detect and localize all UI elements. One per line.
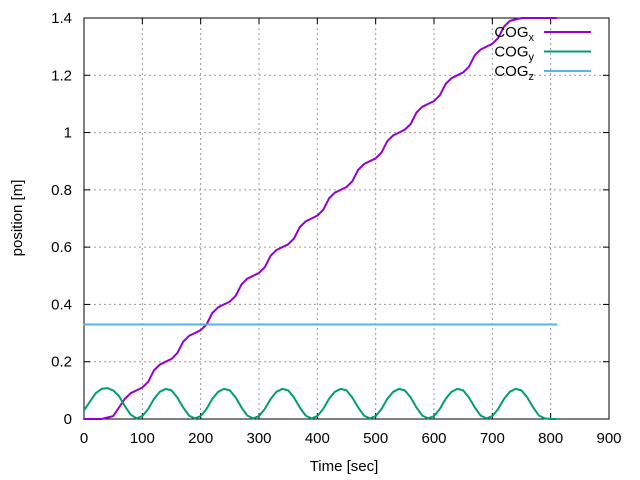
y-tick-label: 0.8 — [51, 182, 72, 199]
x-tick-label: 100 — [130, 430, 155, 447]
x-tick-label: 400 — [305, 430, 330, 447]
x-tick-label: 800 — [538, 430, 563, 447]
x-axis-label: Time [sec] — [310, 458, 379, 475]
y-tick-label: 0.6 — [51, 239, 72, 256]
x-tick-label: 300 — [246, 430, 271, 447]
x-tick-label: 900 — [596, 430, 621, 447]
series-line-cog-x — [83, 17, 558, 420]
y-axis-label: position [m] — [9, 180, 26, 257]
y-tick-label: 1.4 — [51, 10, 72, 27]
plot-frame — [83, 17, 610, 420]
axis-ticks: 0 100 200 300 400 500 600 700 800 900 0 0.2 0.4 0.6 0.… — [51, 10, 621, 447]
x-tick-label: 0 — [80, 430, 88, 447]
legend-label-cog-x: COGx — [494, 24, 534, 44]
y-tick-label: 0.4 — [51, 296, 72, 313]
x-tick-label: 500 — [363, 430, 388, 447]
y-tick-label: 0.2 — [51, 354, 72, 371]
x-tick-label: 200 — [188, 430, 213, 447]
y-tick-label: 1.2 — [51, 67, 72, 84]
legend-label-cog-y: COGy — [494, 44, 534, 64]
series-line-cog-y — [83, 387, 558, 420]
y-tick-label: 0 — [64, 411, 72, 428]
series-lines — [83, 17, 558, 420]
legend-label-cog-z: COGz — [494, 63, 534, 83]
y-tick-label: 1 — [64, 125, 72, 142]
grid-lines — [84, 18, 609, 419]
x-tick-label: 600 — [421, 430, 446, 447]
x-tick-label: 700 — [480, 430, 505, 447]
